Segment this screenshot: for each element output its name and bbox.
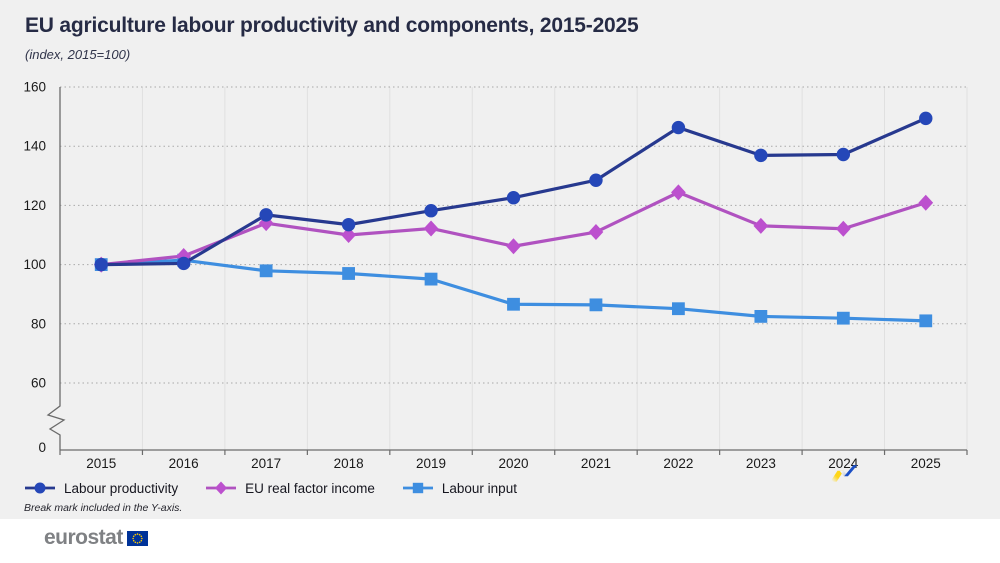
svg-text:2024: 2024 (828, 456, 859, 471)
svg-text:2015: 2015 (86, 456, 116, 471)
svg-text:2016: 2016 (169, 456, 199, 471)
legend-item-labour-productivity: Labour productivity (24, 480, 178, 496)
chart-legend: Labour productivity EU real factor incom… (24, 480, 517, 496)
svg-text:120: 120 (23, 198, 46, 213)
footer-bar (0, 519, 1000, 563)
svg-text:2023: 2023 (746, 456, 776, 471)
chart-footnote: Break mark included in the Y-axis. (24, 502, 183, 514)
svg-text:80: 80 (31, 316, 46, 331)
series-labour-productivity (94, 111, 933, 272)
svg-text:2018: 2018 (334, 456, 364, 471)
motif-yellow-band (830, 470, 844, 482)
eu-real-factor-income-line-marker-icon (206, 481, 237, 495)
legend-label: Labour productivity (64, 480, 179, 496)
eurostat-zigzag-motif-icon (830, 465, 858, 482)
svg-text:0: 0 (38, 440, 46, 455)
eurostat-logo-text: eurostat (44, 526, 123, 549)
chart-subtitle: (index, 2015=100) (25, 47, 131, 62)
labour-input-line-marker-icon (402, 482, 433, 494)
legend-label: Labour input (441, 480, 517, 496)
chart-title: EU agriculture labour productivity and c… (25, 14, 639, 37)
motif-blue-band (844, 465, 858, 477)
labour-productivity-line-marker-icon (25, 482, 55, 494)
series-eu-real-factor-income (93, 184, 934, 273)
legend-item-labour-input: Labour input (402, 480, 517, 496)
svg-text:2019: 2019 (416, 456, 446, 471)
svg-text:2017: 2017 (251, 456, 281, 471)
legend-label: EU real factor income (245, 480, 375, 496)
svg-text:160: 160 (23, 80, 46, 95)
series-labour-input (94, 253, 933, 328)
svg-text:2020: 2020 (498, 456, 528, 471)
svg-text:2022: 2022 (663, 456, 693, 471)
eurostat-logo: eurostat (44, 527, 148, 548)
legend-item-eu-real-factor-income: EU real factor income (205, 480, 375, 496)
svg-text:100: 100 (23, 257, 46, 272)
svg-text:2021: 2021 (581, 456, 611, 471)
eu-flag-icon (126, 530, 148, 546)
svg-text:2025: 2025 (911, 456, 941, 471)
svg-text:60: 60 (31, 376, 46, 391)
svg-text:140: 140 (23, 139, 46, 154)
